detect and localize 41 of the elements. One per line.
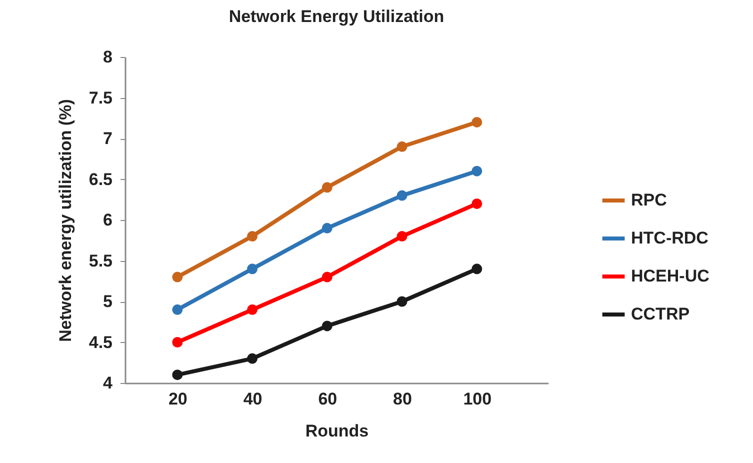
x-tick-label: 40 [243, 390, 262, 408]
point [172, 337, 183, 348]
point [247, 231, 258, 242]
point [247, 353, 258, 364]
point [172, 304, 183, 315]
x-tick-label: 20 [168, 390, 188, 408]
point [396, 296, 408, 307]
point [247, 304, 258, 315]
y-tick-label: 4.5 [88, 332, 112, 352]
x-tick-label: 60 [318, 390, 338, 408]
legend-label: HCEH-UC [631, 266, 710, 286]
x-tick-label: 100 [463, 390, 492, 408]
point [172, 370, 183, 380]
point [472, 166, 482, 176]
y-tick-label: 6.5 [88, 170, 112, 189]
point [396, 190, 408, 201]
point [322, 272, 332, 282]
point [322, 182, 332, 193]
legend-label: HTC-RDC [631, 228, 708, 248]
point [322, 222, 332, 234]
y-tick-label: 7.5 [88, 88, 112, 108]
y-axis-title: Network energy utilization (%) [56, 99, 75, 342]
y-tick-label: 5.5 [88, 251, 112, 270]
legend-label: RPC [631, 190, 667, 210]
point [247, 264, 258, 274]
point [472, 116, 482, 128]
chart-title: Network Energy Utilization [228, 7, 444, 26]
y-tick-label: 4 [103, 374, 114, 392]
y-tick-label: 8 [103, 48, 112, 66]
point [322, 320, 332, 332]
point [396, 231, 408, 242]
point [472, 198, 482, 209]
x-axis-title: Rounds [305, 422, 369, 440]
point [472, 264, 482, 274]
point [172, 272, 183, 282]
y-tick-label: 6 [103, 210, 112, 230]
y-tick-label: 5 [103, 292, 112, 311]
legend-label: CCTRP [631, 304, 690, 324]
x-tick-label: 80 [393, 390, 412, 408]
y-tick-label: 7 [103, 129, 112, 148]
point [396, 141, 408, 152]
